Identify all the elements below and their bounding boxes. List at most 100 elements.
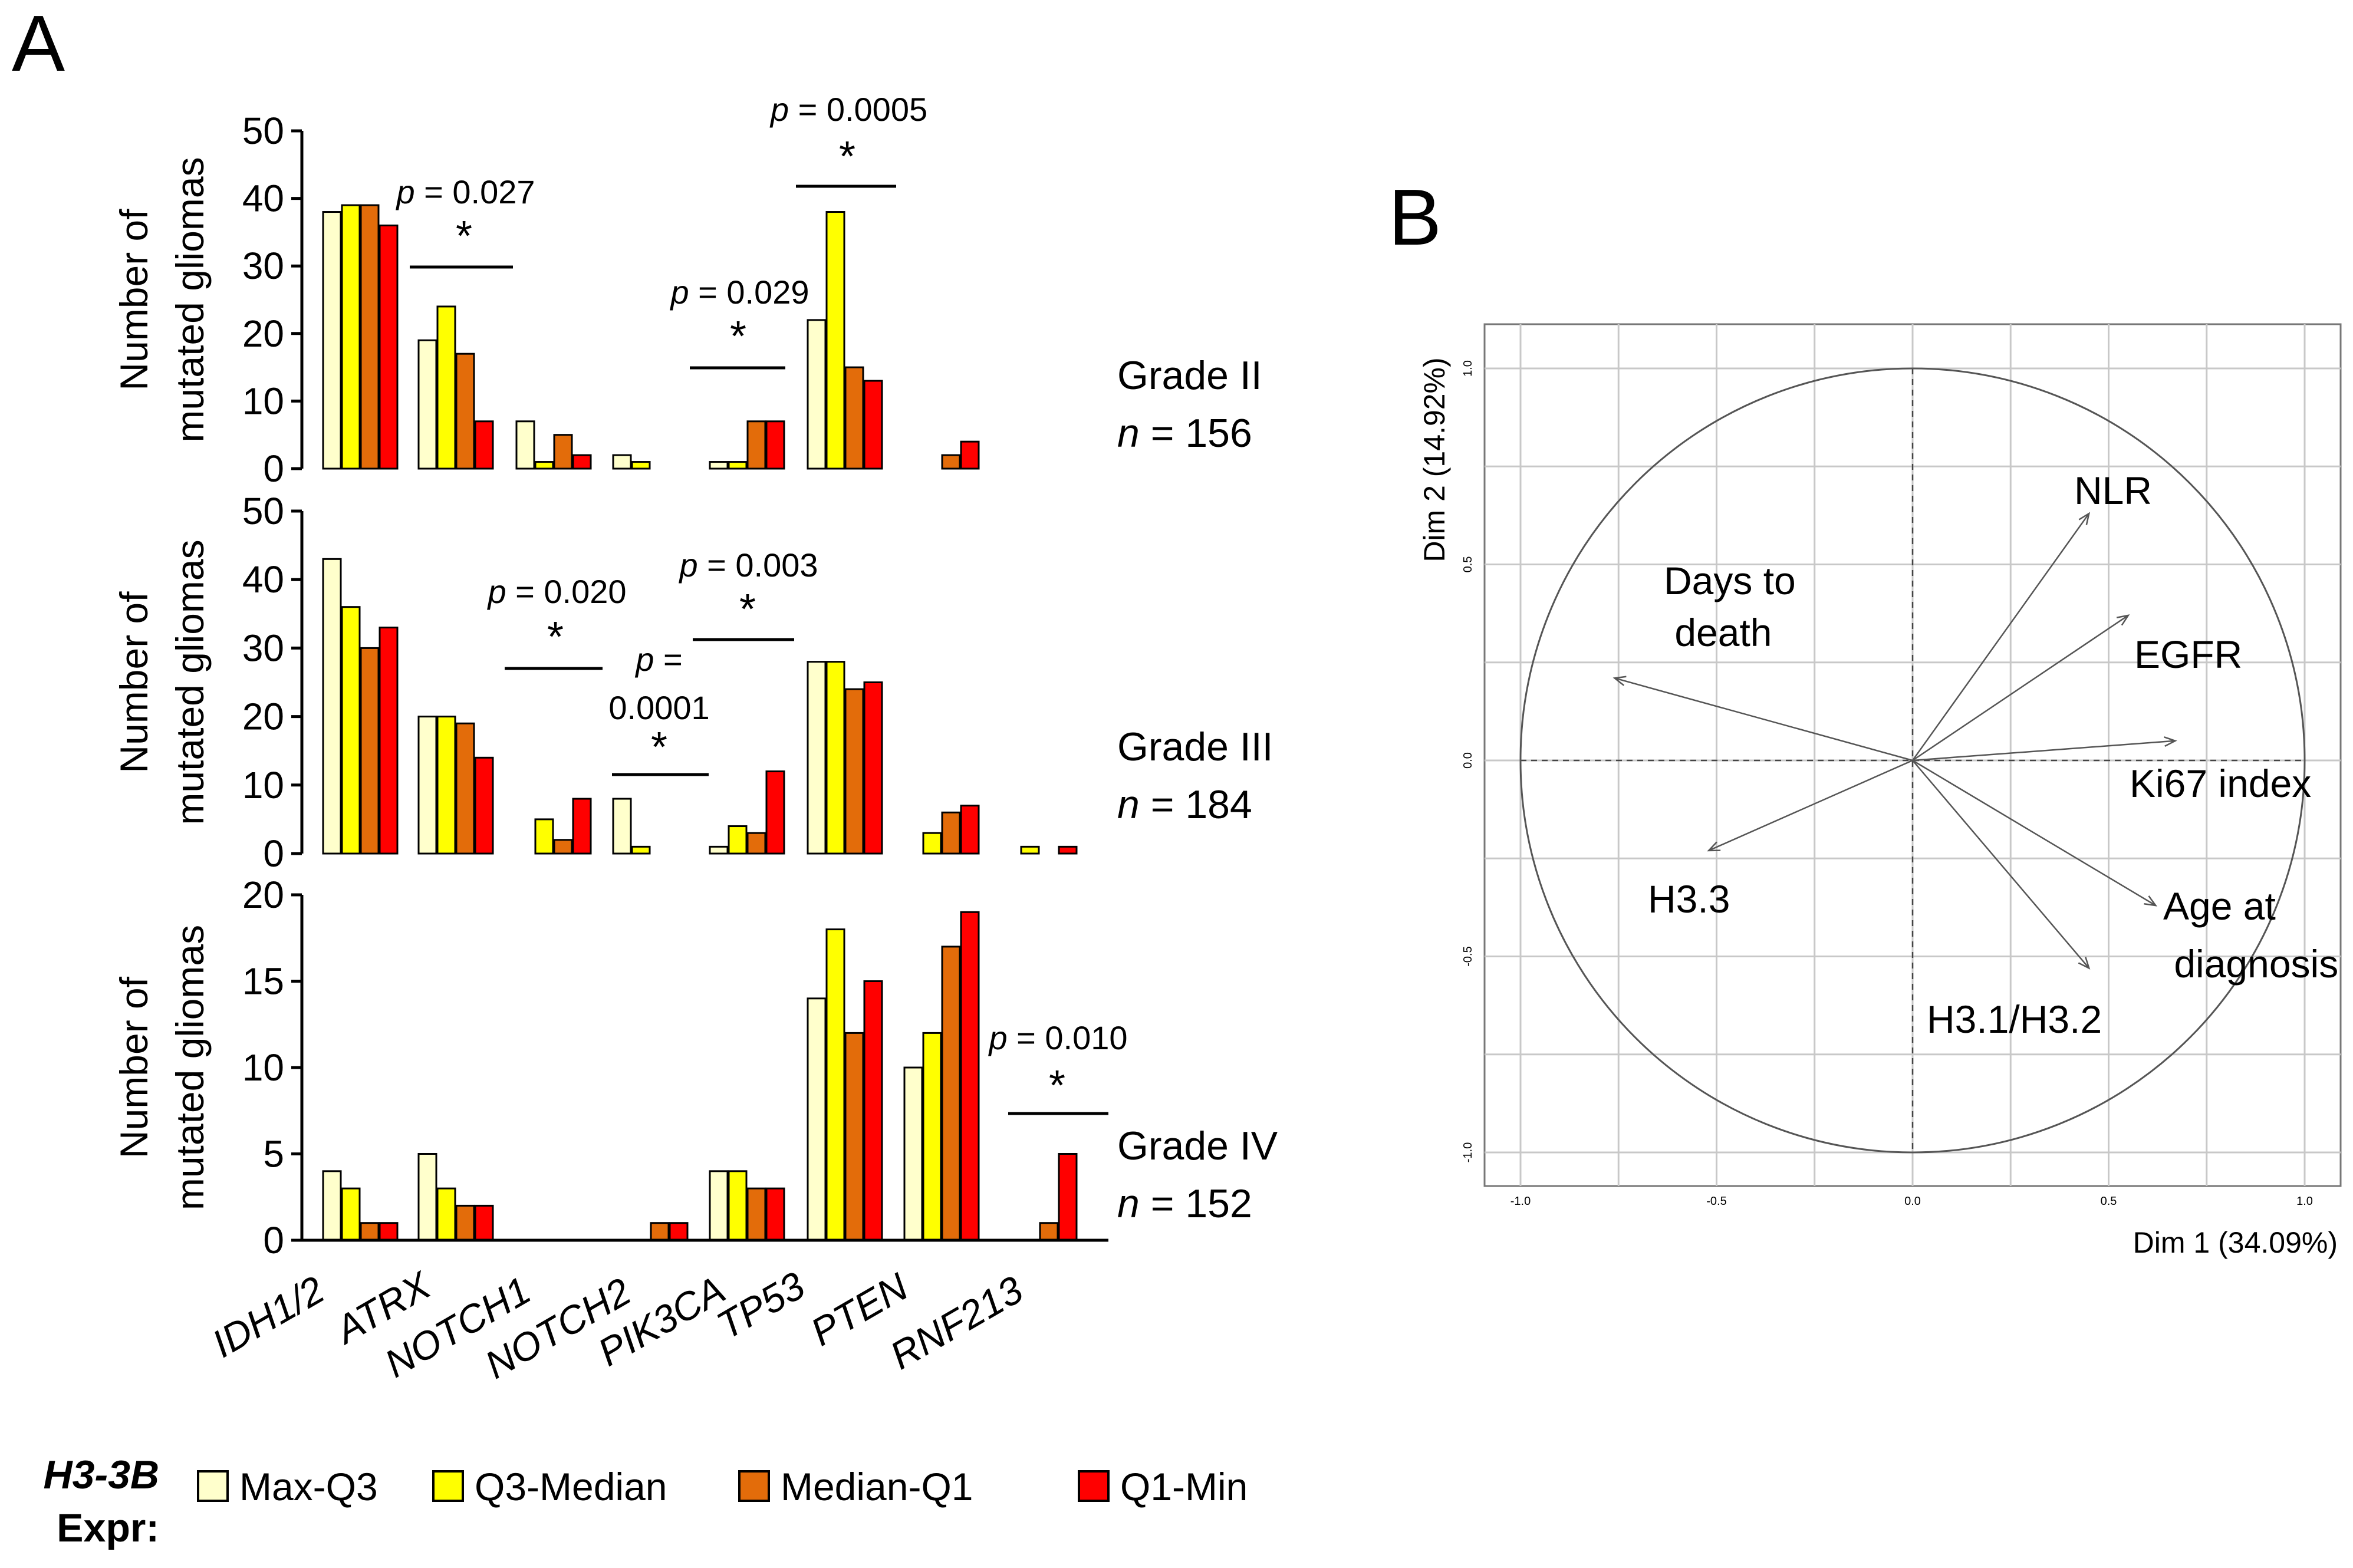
bar-notch2-q1-min xyxy=(669,1222,689,1241)
bar-atrx-max-q3 xyxy=(417,716,437,855)
bar-notch1-max-q3 xyxy=(515,420,535,470)
bar-pik3ca-q3-median xyxy=(728,825,748,855)
y-axis-label-line2: mutated gliomas xyxy=(168,925,212,1210)
legend-label: Median-Q1 xyxy=(781,1465,973,1508)
bar-notch1-median-q1 xyxy=(553,434,573,470)
bar-atrx-q1-min xyxy=(474,1204,494,1241)
y-tick-label: 40 xyxy=(242,177,284,220)
bar-atrx-q3-median xyxy=(436,716,456,855)
vector-arrowhead xyxy=(2078,512,2091,525)
significance-tp53: p = 0.0005 * xyxy=(769,91,927,188)
p-value-label: p = 0.0005 xyxy=(769,91,927,128)
y-tick-label: 0 xyxy=(263,1219,284,1261)
bar-notch1-q1-min xyxy=(572,454,592,470)
y-tick-label: 20 xyxy=(242,874,284,916)
panel-b-label: B xyxy=(1388,173,1442,262)
x-tick-label: -0.5 xyxy=(1706,1195,1726,1208)
sample-size-label: n = 156 xyxy=(1117,411,1252,456)
y-tick-label: 10 xyxy=(242,380,284,422)
bar-idh1-2-median-q1 xyxy=(360,1222,380,1241)
bar-rnf213-q1-min xyxy=(1058,1153,1078,1241)
bar-pten-median-q1 xyxy=(941,811,961,855)
bar-tp53-q3-median xyxy=(825,928,845,1241)
correlation-circle xyxy=(1519,367,2306,1154)
y-tick-label: 0.0 xyxy=(1462,752,1475,769)
bar-notch2-max-q3 xyxy=(612,454,632,470)
vector-arrow xyxy=(1614,677,1913,762)
bar-pten-q3-median xyxy=(922,1032,942,1241)
gene-label-rnf213: RNF213 xyxy=(883,1267,1030,1378)
vector-arrowhead xyxy=(2144,895,2158,907)
bar-idh1-2-q1-min xyxy=(379,627,399,855)
bar-chart-grade-iv: 0 5 10 15 20 Number of mutated gliomas p = 0.01… xyxy=(112,874,1278,1261)
pca-vector-days-to-death: Days to death xyxy=(1612,559,1913,762)
bar-atrx-max-q3 xyxy=(417,1153,437,1241)
vector-arrow xyxy=(1912,614,2129,762)
p-value-label-line2: 0.0001 xyxy=(608,689,709,726)
bar-pik3ca-max-q3 xyxy=(709,1170,729,1241)
bar-notch2-q3-median xyxy=(631,461,651,470)
vector-arrowhead xyxy=(1707,841,1721,852)
legend-swatch xyxy=(738,1470,770,1502)
p-value-label: p = 0.029 xyxy=(669,274,809,311)
y-tick-label: 30 xyxy=(242,245,284,287)
pca-vector-ki67-index: Ki67 index xyxy=(1912,736,2311,805)
vector-arrowhead xyxy=(1612,676,1627,686)
significance-rnf213: p = 0.010 * xyxy=(988,1019,1128,1115)
y-tick-label: 50 xyxy=(242,490,284,532)
bar-idh1-2-max-q3 xyxy=(322,558,342,855)
bar-pik3ca-q3-median xyxy=(728,1170,748,1241)
y-axis-label-line2: mutated gliomas xyxy=(168,539,212,825)
significance-star: * xyxy=(456,213,472,260)
significance-star: * xyxy=(839,133,855,180)
bar-pten-q1-min xyxy=(960,805,980,855)
bar-notch1-q3-median xyxy=(534,461,554,470)
bar-atrx-q1-min xyxy=(474,756,494,855)
y-tick-label: 30 xyxy=(242,627,284,669)
bar-pten-q1-min xyxy=(960,911,980,1241)
significance-pik3ca: p = 0.029* xyxy=(669,274,809,370)
y-tick-label: 0 xyxy=(263,447,284,490)
pca-x-axis-label: Dim 1 (34.09%) xyxy=(2133,1226,2338,1259)
legend-swatch xyxy=(197,1470,229,1502)
y-tick-label: 15 xyxy=(242,960,284,1003)
bar-tp53-max-q3 xyxy=(807,997,827,1241)
vector-label: Ki67 index xyxy=(2130,762,2311,805)
legend-item-median-q1: Median-Q1 xyxy=(738,1465,973,1508)
bar-chart-grade-iii: 0 10 20 30 40 50 Number of mutated gliomas p = 0… xyxy=(112,490,1273,875)
legend-title-line1: H3-3B xyxy=(44,1452,160,1497)
bar-atrx-median-q1 xyxy=(455,1204,475,1241)
bar-idh1-2-q3-median xyxy=(341,606,361,855)
significance-star: * xyxy=(547,614,564,661)
significance-notch1: p = 0.020 * xyxy=(486,573,627,670)
bar-atrx-max-q3 xyxy=(417,339,437,470)
panel-a-label: A xyxy=(12,0,65,88)
panel-a-bar-charts: 0 10 20 30 40 50 Number of mutated gliomas p = 0… xyxy=(112,91,1278,1261)
gene-label-tp53: TP53 xyxy=(709,1263,812,1348)
significance-pik3ca: p = 0.003* xyxy=(678,546,818,641)
gene-axis-labels: IDH1/2ATRXNOTCH1NOTCH2PIK3CATP53PTENRNF2… xyxy=(205,1263,1030,1387)
pca-vector-h3-3: H3.3 xyxy=(1648,759,1913,921)
bar-atrx-median-q1 xyxy=(455,722,475,855)
bar-pten-max-q3 xyxy=(903,1066,923,1241)
bar-idh1-2-q3-median xyxy=(341,1187,361,1241)
vector-arrow xyxy=(1911,513,2090,761)
bar-pten-q3-median xyxy=(922,832,942,855)
grade-label: Grade IV xyxy=(1117,1124,1278,1168)
bar-pik3ca-q3-median xyxy=(728,461,748,470)
legend-label: Q3-Median xyxy=(475,1465,667,1508)
vector-label: H3.1/H3.2 xyxy=(1927,997,2102,1041)
vector-arrow xyxy=(1912,760,2090,969)
bar-tp53-max-q3 xyxy=(807,319,827,470)
bar-rnf213-median-q1 xyxy=(1039,1222,1059,1241)
bar-atrx-q3-median xyxy=(436,305,456,470)
pca-vector-age-at-diagnosis: Age at diagnosis xyxy=(1912,759,2338,986)
bar-pik3ca-median-q1 xyxy=(746,420,766,470)
p-value-label: p = 0.027 xyxy=(395,173,535,210)
x-tick-label: 0.5 xyxy=(2101,1195,2117,1208)
significance-star: * xyxy=(651,724,667,771)
vector-label: Days to death xyxy=(1664,559,1796,654)
bar-atrx-median-q1 xyxy=(455,353,475,470)
y-axis-label-line1: Number of xyxy=(112,591,156,773)
bar-pik3ca-max-q3 xyxy=(709,845,729,855)
